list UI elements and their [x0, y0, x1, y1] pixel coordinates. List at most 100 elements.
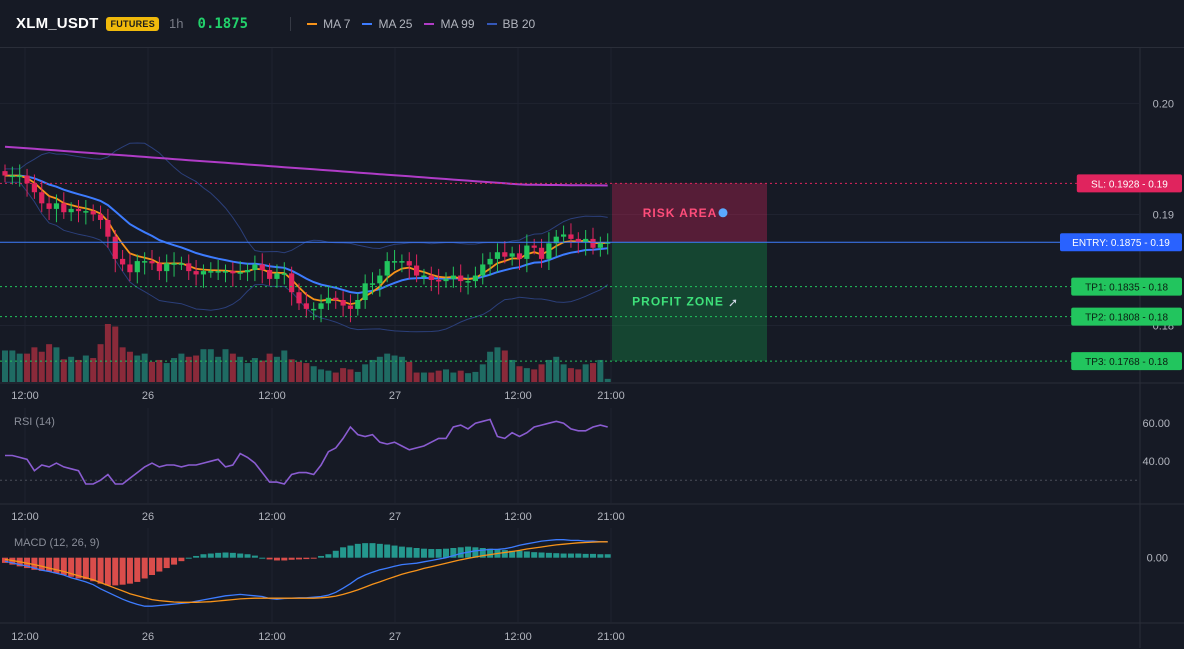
volume-bar	[68, 356, 75, 382]
candle-body	[83, 211, 89, 213]
timeframe-label[interactable]: 1h	[169, 16, 184, 31]
macd-histogram-bar	[296, 557, 302, 560]
candle-body	[215, 271, 221, 273]
grid-lines: 12:00 26 12:00 27 12:00 21:00 12:00 26 12:00 27 12…	[0, 48, 1184, 648]
macd-histogram-bar	[126, 557, 133, 584]
candle-body	[399, 261, 405, 263]
candle-body	[561, 234, 567, 237]
candle-body	[267, 270, 273, 279]
macd-histogram-bar	[487, 548, 494, 558]
volume-bar	[384, 353, 391, 382]
volume-bar	[178, 353, 185, 382]
candle-body	[178, 263, 184, 265]
volume-bar	[9, 350, 16, 382]
bb-upper-line	[5, 142, 608, 254]
macd-histogram-bar	[288, 557, 295, 560]
x-tick-label: 12:00	[258, 390, 286, 402]
tp2-tag-label: TP2: 0.1808 - 0.18	[1085, 313, 1168, 324]
macd-histogram-bar	[68, 557, 75, 577]
macd-histogram-bar	[523, 551, 530, 558]
legend-ma25[interactable]: MA 25	[362, 17, 412, 31]
volume-bar	[420, 372, 427, 382]
x-tick-label: 12:00	[11, 511, 39, 523]
macd-histogram-bar	[185, 557, 192, 559]
macd-histogram-bar	[354, 543, 361, 558]
legend-ma99[interactable]: MA 99	[424, 17, 475, 31]
volume-bar	[398, 356, 405, 382]
macd-histogram-bar	[398, 546, 405, 558]
macd-histogram-bar	[413, 548, 420, 558]
macd-histogram-bar	[340, 547, 347, 558]
macd-histogram-bar	[31, 557, 38, 570]
candle-body	[112, 236, 118, 259]
volume-bar	[531, 369, 538, 382]
volume-bar	[119, 347, 126, 382]
candle-body	[222, 271, 229, 273]
candle-body	[171, 263, 177, 265]
x-tick-label: 27	[389, 631, 401, 643]
macd-y-tick-label: 0.00	[1147, 553, 1168, 565]
macd-histogram-bar	[406, 547, 413, 558]
macd-histogram-bar	[457, 547, 464, 558]
volume-bar	[435, 370, 442, 382]
candle-body	[443, 278, 449, 282]
volume-bar	[24, 353, 31, 382]
volume-bar	[31, 347, 38, 382]
volume-bar	[185, 356, 192, 382]
macd-histogram-bar	[472, 547, 479, 558]
volume-bar	[149, 361, 155, 382]
volume-bar	[90, 358, 97, 382]
volume-bar	[207, 349, 214, 382]
legend-bb20[interactable]: BB 20	[486, 17, 535, 31]
legend-ma7[interactable]: MA 7	[307, 17, 350, 31]
candle-body	[303, 303, 309, 309]
candle-body	[53, 203, 60, 209]
volume-bar	[193, 355, 200, 382]
candle-body	[208, 271, 214, 273]
macd-histogram-bar	[501, 550, 508, 558]
macd-histogram-bar	[229, 552, 236, 558]
macd-histogram-bar	[303, 557, 310, 560]
candle-body	[377, 275, 383, 284]
macd-histogram-bar	[347, 545, 354, 558]
macd-histogram-bar	[531, 552, 538, 558]
macd-histogram-bar	[538, 552, 545, 558]
candle-body	[142, 261, 148, 263]
macd-histogram-bar	[141, 557, 148, 579]
volume-bar	[259, 360, 266, 382]
volume-bar	[16, 353, 23, 382]
volume-bar	[38, 351, 45, 382]
candle-body	[480, 264, 486, 276]
volume-bar	[472, 371, 479, 382]
volume-bar	[362, 364, 369, 382]
candle-body	[450, 275, 456, 279]
candle-body	[46, 203, 52, 209]
volume-bar	[97, 344, 104, 382]
candle-body	[230, 271, 236, 274]
candle-body	[289, 273, 295, 293]
candle-body	[516, 253, 523, 259]
macd-histogram-bar	[332, 550, 339, 558]
candle-body	[311, 308, 317, 311]
volume-bar	[104, 324, 111, 382]
macd-histogram-bar	[2, 557, 8, 563]
candle-body	[90, 211, 96, 215]
volume-bar	[126, 351, 133, 382]
candle-body	[252, 264, 258, 270]
x-tick-label: 21:00	[597, 390, 625, 402]
candle-body	[494, 252, 501, 259]
candle-body	[61, 203, 67, 213]
macd-histogram-bar	[134, 557, 141, 582]
x-tick-label: 26	[142, 631, 154, 643]
macd-histogram-bar	[215, 552, 222, 558]
volume-bar	[200, 349, 207, 382]
macd-histogram-bar	[420, 548, 427, 558]
symbol-title[interactable]: XLM_USDT	[16, 15, 99, 32]
rsi-pane: RSI (14) 60.00 40.00	[0, 416, 1170, 485]
x-tick-label: 12:00	[258, 511, 286, 523]
volume-bar	[443, 369, 449, 382]
volume-bar	[494, 347, 501, 382]
volume-bar	[237, 356, 244, 382]
macd-histogram-bar	[244, 554, 251, 558]
